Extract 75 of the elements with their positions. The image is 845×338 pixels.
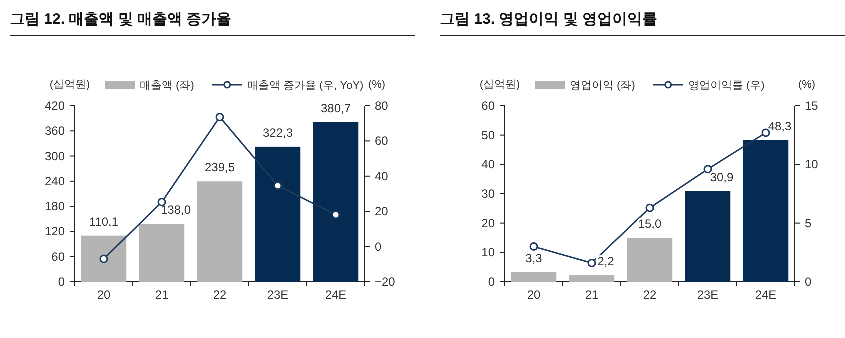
y-axis-title: (십억원) (480, 79, 520, 91)
y-axis-title: (십억원) (50, 79, 90, 91)
x-tick-label: 22 (643, 288, 657, 302)
data-label: 3,3 (526, 251, 543, 266)
y-tick-label: 60 (52, 250, 66, 264)
legend-label: 영업이익률 (우) (688, 80, 765, 92)
y-tick-label: 240 (44, 174, 66, 188)
x-tick-label: 23E (697, 288, 719, 302)
y-tick-label: 10 (482, 246, 496, 260)
x-tick-label: 20 (97, 288, 111, 302)
y-tick-label: 360 (44, 124, 66, 138)
y-tick-label: 0 (488, 275, 496, 289)
y2-tick-label: 20 (375, 204, 389, 219)
y-tick-label: 300 (44, 149, 66, 164)
x-tick-label: 21 (585, 288, 599, 302)
y-tick-label: 420 (44, 99, 66, 113)
data-label: 48,3 (768, 119, 792, 134)
chart-title: 그림 12. 매출액 및 매출액 증가율 (10, 11, 232, 28)
y2-tick-label: 0 (375, 240, 382, 254)
point (530, 242, 538, 252)
y-tick-label: 120 (44, 224, 66, 239)
bar (139, 224, 185, 282)
y2-axis-title: (%) (798, 79, 816, 91)
point (100, 254, 108, 264)
data-label: 110,1 (89, 214, 119, 229)
y-tick-label: 60 (482, 99, 496, 113)
bar (627, 238, 673, 282)
y2-tick-label: 40 (375, 169, 389, 184)
y2-tick-label: 15 (805, 99, 819, 113)
x-tick-label: 22 (213, 288, 227, 302)
data-label: 138,0 (160, 203, 192, 218)
data-label: 380,7 (320, 101, 352, 116)
data-label: 30,9 (710, 170, 734, 184)
y-tick-label: 20 (482, 216, 496, 230)
point (216, 113, 224, 122)
chart-title: 그림 13. 영업이익 및 영업이익률 (440, 11, 658, 28)
bar (511, 272, 557, 282)
y2-tick-label: 10 (805, 158, 819, 172)
y-tick-label: 30 (482, 187, 496, 201)
point (274, 182, 282, 190)
point (158, 198, 166, 207)
y2-tick-label: 0 (805, 275, 812, 289)
data-label: 2,2 (598, 254, 615, 269)
x-tick-label: 21 (155, 288, 169, 302)
point (332, 210, 340, 220)
y-tick-label: 50 (482, 128, 496, 142)
bar (255, 146, 301, 282)
y-tick-label: 180 (44, 200, 66, 214)
bar (569, 276, 615, 282)
y2-axis-title: (%) (368, 79, 386, 91)
y-tick-label: 0 (58, 275, 66, 289)
point (762, 128, 770, 138)
data-label: 15,0 (638, 217, 662, 231)
bar (685, 191, 731, 282)
y-tick-label: 40 (482, 158, 496, 172)
x-tick-label: 23E (267, 288, 289, 302)
y2-tick-label: 60 (375, 134, 389, 148)
point (646, 204, 654, 212)
bar (81, 236, 127, 282)
x-tick-label: 20 (527, 288, 541, 302)
data-label: 322,3 (262, 126, 294, 140)
bar (313, 122, 359, 282)
point (704, 165, 712, 174)
bar (743, 140, 789, 282)
y2-tick-label: 5 (805, 216, 812, 230)
x-tick-label: 24E (755, 288, 777, 302)
y2-tick-label: −20 (375, 275, 396, 289)
point (588, 258, 596, 268)
y2-tick-label: 80 (375, 99, 389, 113)
legend-label: 매출액 (좌) (140, 80, 194, 92)
bar (197, 182, 243, 282)
legend-label: 영업이익 (좌) (570, 80, 636, 92)
x-tick-label: 24E (325, 288, 347, 302)
legend-label: 매출액 증가율 (우, YoY) (247, 80, 364, 92)
data-label: 239,5 (204, 160, 236, 175)
